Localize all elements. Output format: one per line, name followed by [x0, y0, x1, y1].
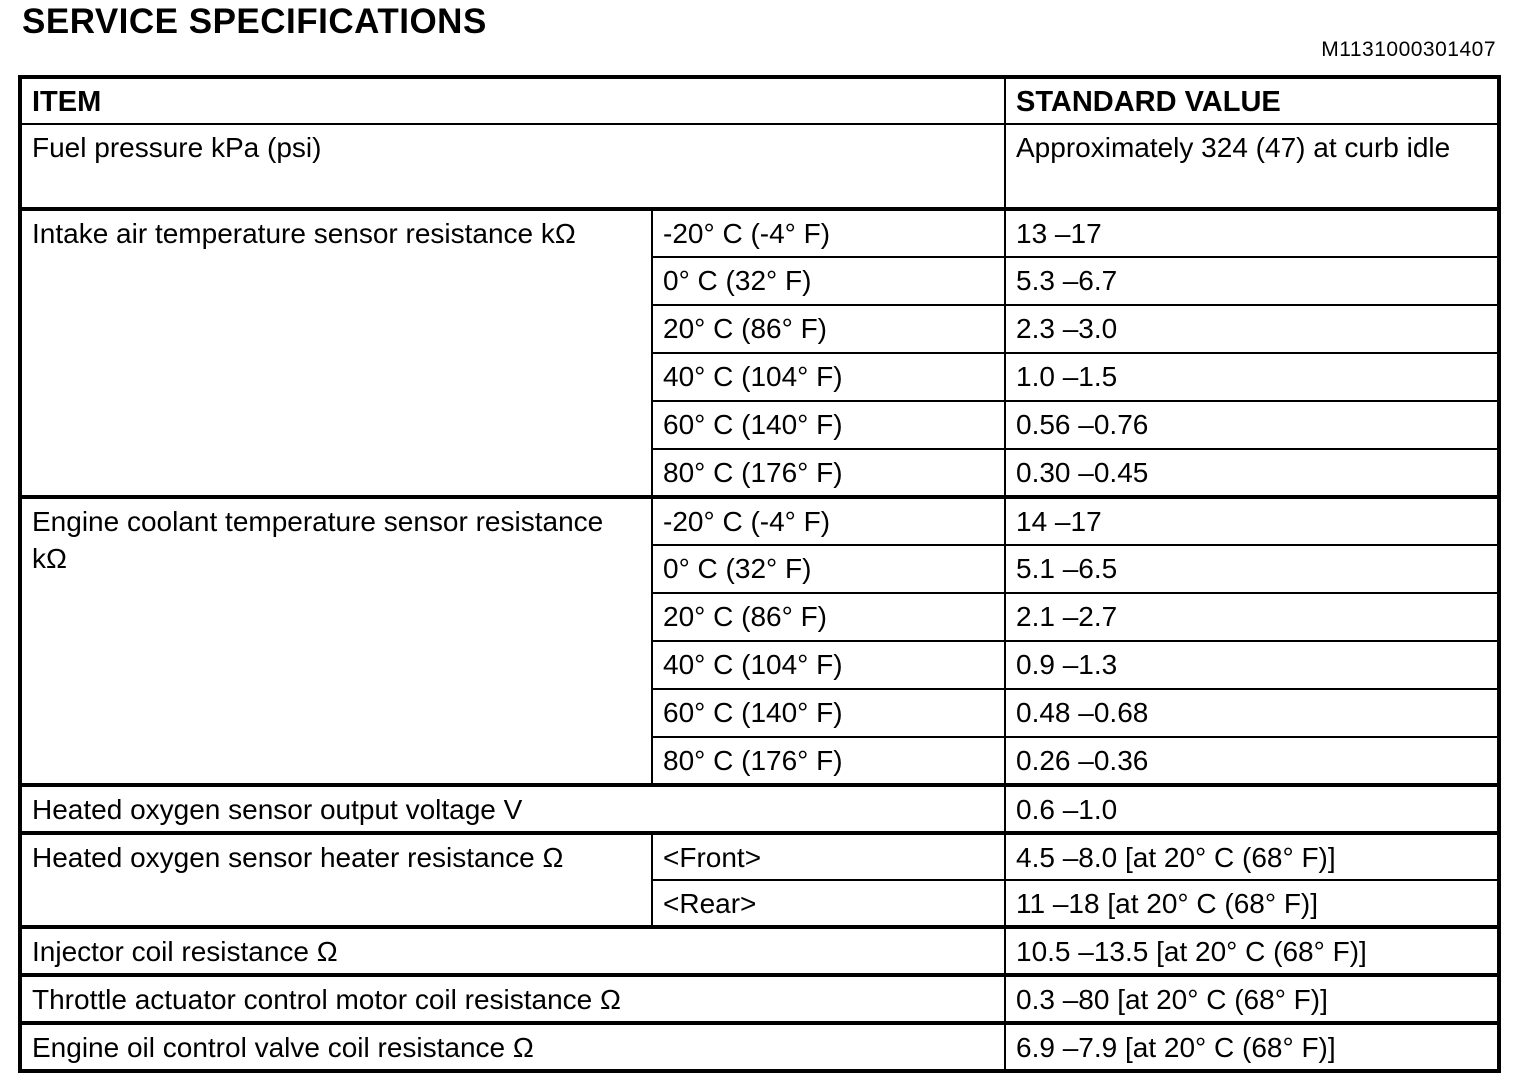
- value-cell: 5.3 –6.7: [1004, 256, 1500, 307]
- value-cell: 10.5 –13.5 [at 20° C (68° F)]: [1004, 925, 1500, 977]
- row-engine-coolant-temp-sensor: 60° C (140° F) 0.48 –0.68: [20, 688, 1500, 739]
- condition-cell: 20° C (86° F): [651, 304, 1006, 355]
- row-intake-air-temp-sensor: 60° C (140° F) 0.56 –0.76: [20, 400, 1500, 451]
- value-cell: 0.56 –0.76: [1004, 400, 1500, 451]
- table-header-row: ITEM STANDARD VALUE: [19, 75, 1500, 126]
- item-cell: Fuel pressure kPa (psi): [19, 123, 1006, 211]
- condition-cell: 60° C (140° F): [651, 400, 1006, 451]
- value-cell: 2.3 –3.0: [1004, 304, 1500, 355]
- row-intake-air-temp-sensor: Intake air temperature sensor resistance…: [19, 207, 1500, 499]
- value-cell: 0.9 –1.3: [1004, 640, 1500, 691]
- row-heated-oxygen-sensor-output-voltage: Heated oxygen sensor output voltage V 0.…: [19, 783, 1500, 835]
- value-cell: 1.0 –1.5: [1004, 352, 1500, 403]
- value-cell: 14 –17: [1004, 495, 1500, 547]
- value-cell: 0.26 –0.36: [1004, 736, 1500, 787]
- row-fuel-pressure: Fuel pressure kPa (psi) Approximately 32…: [19, 123, 1500, 211]
- item-cell: Throttle actuator control motor coil res…: [19, 973, 1006, 1025]
- condition-cell: 40° C (104° F): [651, 640, 1006, 691]
- row-engine-coolant-temp-sensor: 40° C (104° F) 0.9 –1.3: [20, 640, 1500, 691]
- value-cell: 13 –17: [1004, 207, 1500, 259]
- value-cell: 4.5 –8.0 [at 20° C (68° F)]: [1004, 831, 1500, 882]
- service-specifications-table: ITEM STANDARD VALUE Fuel pressure kPa (p…: [18, 75, 1501, 1073]
- item-cell: Engine coolant temperature sensor resist…: [19, 495, 653, 787]
- item-cell: Engine oil control valve coil resistance…: [19, 1021, 1006, 1072]
- condition-cell: 40° C (104° F): [651, 352, 1006, 403]
- page-title: SERVICE SPECIFICATIONS: [22, 2, 487, 41]
- row-intake-air-temp-sensor: 80° C (176° F) 0.30 –0.45: [20, 448, 1500, 499]
- item-cell: Injector coil resistance Ω: [19, 925, 1006, 977]
- value-cell: 11 –18 [at 20° C (68° F)]: [1004, 879, 1500, 929]
- row-heated-oxygen-sensor-heater-resistance: Heated oxygen sensor heater resistance Ω…: [19, 831, 1500, 929]
- value-cell: Approximately 324 (47) at curb idle: [1004, 123, 1500, 211]
- column-header-standard-value: STANDARD VALUE: [1004, 75, 1500, 126]
- row-engine-coolant-temp-sensor: 0° C (32° F) 5.1 –6.5: [20, 544, 1500, 595]
- condition-cell: -20° C (-4° F): [651, 495, 1006, 547]
- condition-cell: <Front>: [651, 831, 1006, 882]
- condition-cell: 0° C (32° F): [651, 544, 1006, 595]
- row-intake-air-temp-sensor: 20° C (86° F) 2.3 –3.0: [20, 304, 1500, 355]
- item-cell: Heated oxygen sensor heater resistance Ω: [19, 831, 653, 929]
- document-number: M1131000301407: [1321, 38, 1496, 61]
- condition-cell: -20° C (-4° F): [651, 207, 1006, 259]
- value-cell: 5.1 –6.5: [1004, 544, 1500, 595]
- row-injector-coil-resistance: Injector coil resistance Ω 10.5 –13.5 [a…: [19, 925, 1500, 977]
- row-intake-air-temp-sensor: 40° C (104° F) 1.0 –1.5: [20, 352, 1500, 403]
- condition-cell: <Rear>: [651, 879, 1006, 929]
- row-engine-coolant-temp-sensor: 20° C (86° F) 2.1 –2.7: [20, 592, 1500, 643]
- row-engine-oil-control-valve-coil-resistance: Engine oil control valve coil resistance…: [19, 1021, 1500, 1072]
- row-engine-coolant-temp-sensor: Engine coolant temperature sensor resist…: [19, 495, 1500, 787]
- value-cell: 0.6 –1.0: [1004, 783, 1500, 835]
- value-cell: 6.9 –7.9 [at 20° C (68° F)]: [1004, 1021, 1500, 1072]
- value-cell: 0.3 –80 [at 20° C (68° F)]: [1004, 973, 1500, 1025]
- item-cell: Intake air temperature sensor resistance…: [19, 207, 653, 499]
- condition-cell: 80° C (176° F): [651, 736, 1006, 787]
- condition-cell: 0° C (32° F): [651, 256, 1006, 307]
- condition-cell: 20° C (86° F): [651, 592, 1006, 643]
- condition-cell: 80° C (176° F): [651, 448, 1006, 499]
- column-header-item: ITEM: [19, 75, 1006, 126]
- value-cell: 2.1 –2.7: [1004, 592, 1500, 643]
- item-cell: Heated oxygen sensor output voltage V: [19, 783, 1006, 835]
- row-heated-oxygen-sensor-heater-resistance: <Rear> 11 –18 [at 20° C (68° F)]: [20, 879, 1500, 929]
- row-throttle-actuator-control-motor-coil-resistance: Throttle actuator control motor coil res…: [19, 973, 1500, 1025]
- value-cell: 0.30 –0.45: [1004, 448, 1500, 499]
- value-cell: 0.48 –0.68: [1004, 688, 1500, 739]
- row-intake-air-temp-sensor: 0° C (32° F) 5.3 –6.7: [20, 256, 1500, 307]
- row-engine-coolant-temp-sensor: 80° C (176° F) 0.26 –0.36: [20, 736, 1500, 787]
- condition-cell: 60° C (140° F): [651, 688, 1006, 739]
